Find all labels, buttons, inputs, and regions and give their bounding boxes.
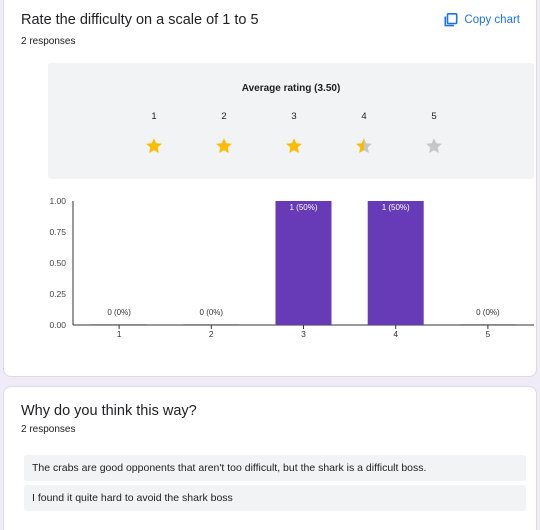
rating-value-label: 2 — [221, 111, 227, 122]
y-tick-label: 0.75 — [49, 227, 66, 237]
rating-value-label: 5 — [431, 111, 437, 122]
response-count: 2 responses — [21, 36, 76, 47]
bar-2 — [183, 324, 240, 325]
response-item: The crabs are good opponents that aren't… — [24, 455, 526, 481]
question-title: Rate the difficulty on a scale of 1 to 5 — [21, 12, 259, 28]
response-count: 2 responses — [21, 424, 76, 435]
star-icon — [286, 138, 302, 153]
bar-data-label: 1 (50%) — [382, 203, 410, 212]
x-tick-label: 3 — [301, 329, 306, 339]
rating-value-label: 1 — [151, 111, 157, 122]
rating-value-label: 3 — [291, 111, 297, 122]
question-card-rating: Rate the difficulty on a scale of 1 to 5… — [3, 0, 537, 377]
bar-3 — [275, 201, 332, 325]
bar-4 — [367, 201, 424, 325]
y-tick-label: 0.25 — [49, 289, 66, 299]
bar-data-label: 0 (0%) — [476, 308, 500, 317]
copy-chart-label: Copy chart — [464, 14, 520, 26]
average-rating-panel: Average rating (3.50) 1 2 3 4 5 — [48, 63, 534, 179]
star-icon — [216, 138, 232, 153]
x-tick-label: 2 — [209, 329, 214, 339]
rating-value-label: 4 — [361, 111, 367, 122]
question-card-text: Why do you think this way? 2 responses T… — [3, 386, 537, 530]
bar-5 — [459, 324, 516, 325]
bar-data-label: 0 (0%) — [107, 308, 131, 317]
bar-data-label: 1 (50%) — [289, 203, 317, 212]
bar-1 — [91, 324, 148, 325]
question-title: Why do you think this way? — [21, 403, 197, 419]
bar-chart: 1.00 0.75 0.50 0.25 0.00 0 (0%) 1 0 (0%) 2 1 (50%… — [49, 196, 534, 339]
y-tick-label: 0.00 — [49, 320, 66, 330]
x-tick-label: 5 — [486, 329, 491, 339]
response-item: I found it quite hard to avoid the shark… — [24, 485, 526, 511]
x-tick-label: 1 — [117, 329, 122, 339]
star-icon — [426, 138, 442, 153]
x-tick-label: 4 — [393, 329, 398, 339]
y-tick-label: 0.50 — [49, 258, 66, 268]
bar-data-label: 0 (0%) — [200, 308, 224, 317]
copy-chart-button[interactable]: Copy chart — [444, 10, 520, 30]
average-rating-label: Average rating (3.50) — [241, 83, 341, 94]
star-icon — [146, 138, 162, 153]
y-tick-label: 1.00 — [49, 196, 66, 206]
star-icon — [356, 138, 372, 153]
copy-icon — [444, 13, 458, 27]
